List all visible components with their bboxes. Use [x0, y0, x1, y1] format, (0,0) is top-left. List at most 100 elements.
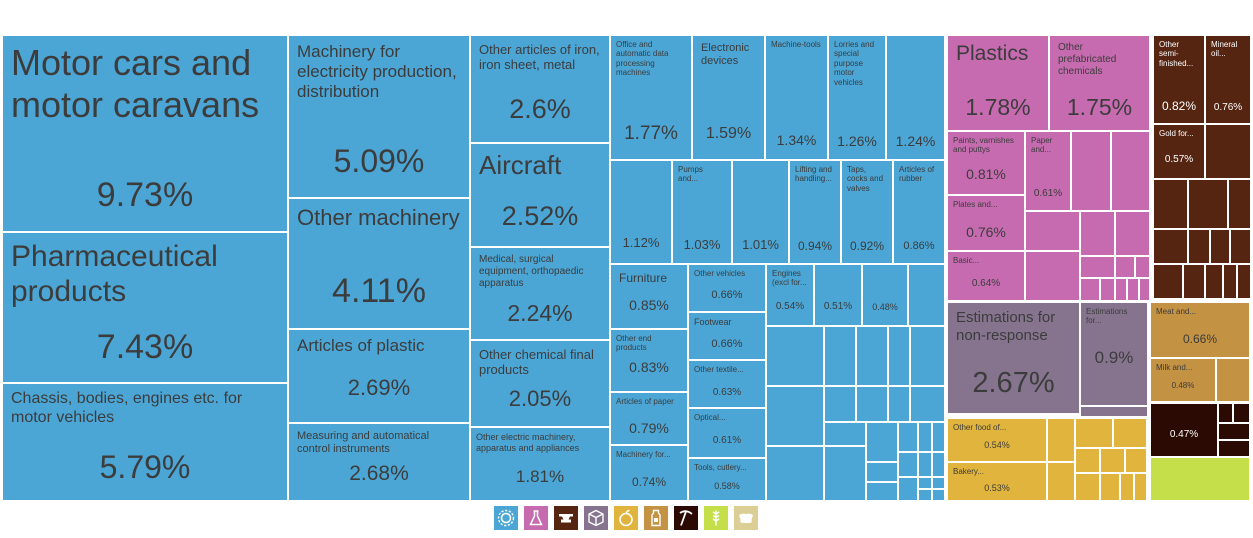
tile-basic-40[interactable]: Basic... 0.64%	[947, 251, 1025, 301]
tile-measuring-and-automatical-control-instruments-6[interactable]: Measuring and automatical control instru…	[288, 423, 470, 501]
tile-small-machinery-15[interactable]	[866, 462, 898, 482]
tile-small-minerals-57[interactable]	[1218, 403, 1233, 423]
tile-small-metals-42[interactable]	[1205, 124, 1251, 179]
tile-bakery-50[interactable]: Bakery... 0.53%	[947, 462, 1047, 501]
tile-small-foodstuffs-70[interactable]	[1120, 473, 1134, 501]
tile-small-machinery-22[interactable]	[932, 452, 945, 477]
tile-unlabeled-17[interactable]: 1.12%	[610, 160, 672, 264]
tile-mineral-oil-42[interactable]: Mineral oil... 0.76%	[1205, 35, 1251, 124]
tile-small-metals-46[interactable]	[1153, 229, 1188, 264]
tile-paints-varnishes-and-puttys-37[interactable]: Paints, varnishes and puttys 0.81%	[947, 131, 1025, 195]
tile-small-foodstuffs-62[interactable]	[1075, 418, 1113, 448]
tile-pharmaceutical-products-1[interactable]: Pharmaceutical products 7.43%	[2, 232, 288, 383]
tile-other-food-of-49[interactable]: Other food of... 0.54%	[947, 418, 1047, 462]
tile-small-machinery-7[interactable]	[856, 386, 888, 422]
tile-small-machinery-1[interactable]	[824, 326, 856, 386]
tile-small-machinery-20[interactable]	[898, 452, 918, 477]
tile-small-foodstuffs-67[interactable]	[1125, 448, 1147, 473]
tile-small-machinery-4[interactable]	[910, 326, 945, 386]
tile-gold-for-43[interactable]: Gold for... 0.57%	[1153, 124, 1205, 179]
tile-small-vegetable-72[interactable]	[1150, 457, 1250, 501]
tile-articles-of-paper-31[interactable]: Articles of paper 0.79%	[610, 392, 688, 445]
tile-small-chemicals-41[interactable]	[1139, 278, 1150, 301]
tile-small-foodstuffs-68[interactable]	[1075, 473, 1100, 501]
tile-small-chemicals-28[interactable]	[1071, 131, 1111, 211]
tile-other-semi-finished-41[interactable]: Other semi-finished... 0.82%	[1153, 35, 1205, 124]
tile-small-machinery-14[interactable]	[866, 422, 898, 462]
tile-footwear-29[interactable]: Footwear 0.66%	[688, 312, 766, 360]
legend-vegetable[interactable]	[704, 506, 728, 530]
tile-engines-excl-for-25[interactable]: Engines (excl for... 0.54%	[766, 264, 814, 326]
tile-small-machinery-27[interactable]	[932, 489, 945, 501]
tile-small-chemicals-31[interactable]	[1080, 211, 1115, 256]
tile-lifting-and-handling-20[interactable]: Lifting and handling... 0.94%	[789, 160, 841, 264]
tile-small-machinery-13[interactable]	[824, 422, 866, 446]
tile-small-chemicals-40[interactable]	[1127, 278, 1139, 301]
tile-small-machinery-26[interactable]	[918, 489, 932, 501]
tile-small-animal-56[interactable]	[1216, 358, 1250, 402]
tile-small-chemicals-36[interactable]	[1135, 256, 1150, 278]
tile-small-metals-48[interactable]	[1210, 229, 1230, 264]
tile-small-chemicals-39[interactable]	[1115, 278, 1127, 301]
legend-chemicals[interactable]	[524, 506, 548, 530]
tile-optical-32[interactable]: Optical... 0.61%	[688, 408, 766, 458]
tile-small-minerals-59[interactable]	[1218, 423, 1250, 440]
tile-pumps-and-18[interactable]: Pumps and... 1.03%	[672, 160, 732, 264]
tile-unlabeled-27[interactable]: 0.48%	[862, 264, 908, 326]
tile-lorries-and-special-purpose-motor-vehicles-15[interactable]: Lorries and special purpose motor vehicl…	[828, 35, 886, 160]
tile-small-foodstuffs-71[interactable]	[1134, 473, 1147, 501]
tile-small-foodstuffs-61[interactable]	[1047, 418, 1075, 462]
tile-small-chemicals-34[interactable]	[1080, 256, 1115, 278]
tile-other-vehicles-24[interactable]: Other vehicles 0.66%	[688, 264, 766, 312]
tile-small-metals-53[interactable]	[1223, 264, 1237, 299]
legend-minerals[interactable]	[674, 506, 698, 530]
tile-small-machinery-6[interactable]	[824, 386, 856, 422]
tile-small-chemicals-37[interactable]	[1080, 278, 1100, 301]
tile-small-machinery-3[interactable]	[888, 326, 910, 386]
tile-small-machinery-16[interactable]	[866, 482, 898, 501]
tile-small-machinery-19[interactable]	[932, 422, 945, 452]
tile-small-chemicals-35[interactable]	[1115, 256, 1135, 278]
tile-unlabeled-26[interactable]: 0.51%	[814, 264, 862, 326]
legend-metals[interactable]	[554, 506, 578, 530]
tile-unlabeled-16[interactable]: 1.24%	[886, 35, 945, 160]
tile-other-end-products-28[interactable]: Other end products 0.83%	[610, 329, 688, 392]
tile-aircraft-8[interactable]: Aircraft 2.52%	[470, 143, 610, 247]
tile-tools-cutlery-34[interactable]: Tools, cutlery... 0.58%	[688, 458, 766, 501]
tile-plates-and-39[interactable]: Plates and... 0.76%	[947, 195, 1025, 251]
tile-small-machinery-23[interactable]	[898, 477, 918, 501]
tile-small-machinery-21[interactable]	[918, 452, 932, 477]
tile-small-foodstuffs-63[interactable]	[1113, 418, 1147, 448]
tile-unlabeled-19[interactable]: 1.01%	[732, 160, 789, 264]
tile-estimations-for-45[interactable]: Estimations for... 0.9%	[1080, 302, 1148, 406]
tile-other-electric-machinery-apparatus-and-appliances-11[interactable]: Other electric machinery, apparatus and …	[470, 427, 610, 501]
tile-small-machinery-10[interactable]	[908, 264, 945, 326]
tile-other-machinery-4[interactable]: Other machinery 4.11%	[288, 198, 470, 329]
tile-articles-of-rubber-22[interactable]: Articles of rubber 0.86%	[893, 160, 945, 264]
tile-other-chemical-final-products-10[interactable]: Other chemical final products 2.05%	[470, 340, 610, 427]
tile-other-textile-30[interactable]: Other textile... 0.63%	[688, 360, 766, 408]
tile-plastics-35[interactable]: Plastics 1.78%	[947, 35, 1049, 131]
legend-animal[interactable]	[644, 506, 668, 530]
tile-furniture-23[interactable]: Furniture 0.85%	[610, 264, 688, 329]
tile-meat-and-46[interactable]: Meat and... 0.66%	[1150, 302, 1250, 358]
tile-taps-cocks-and-valves-21[interactable]: Taps, cocks and valves 0.92%	[841, 160, 893, 264]
tile-machinery-for-33[interactable]: Machinery for... 0.74%	[610, 445, 688, 501]
tile-small-foodstuffs-69[interactable]	[1100, 473, 1120, 501]
legend-hides[interactable]	[734, 506, 758, 530]
tile-small-metals-43[interactable]	[1153, 179, 1188, 229]
tile-small-machinery-17[interactable]	[898, 422, 918, 452]
legend-foodstuffs[interactable]	[614, 506, 638, 530]
tile-small-metals-52[interactable]	[1205, 264, 1223, 299]
tile-small-chemicals-32[interactable]	[1115, 211, 1150, 256]
tile-small-chemicals-29[interactable]	[1111, 131, 1150, 211]
tile-small-minerals-60[interactable]	[1218, 440, 1250, 457]
tile-small-machinery-12[interactable]	[824, 446, 866, 501]
tile-motor-cars-and-motor-caravans-0[interactable]: Motor cars and motor caravans 9.73%	[2, 35, 288, 232]
tile-office-and-automatic-data-processing-machines-12[interactable]: Office and automatic data processing mac…	[610, 35, 692, 160]
tile-small-metals-45[interactable]	[1228, 179, 1251, 229]
tile-small-chemicals-33[interactable]	[1025, 251, 1080, 301]
tile-small-metals-51[interactable]	[1183, 264, 1205, 299]
tile-small-chemicals-38[interactable]	[1100, 278, 1115, 301]
tile-small-metals-47[interactable]	[1188, 229, 1210, 264]
